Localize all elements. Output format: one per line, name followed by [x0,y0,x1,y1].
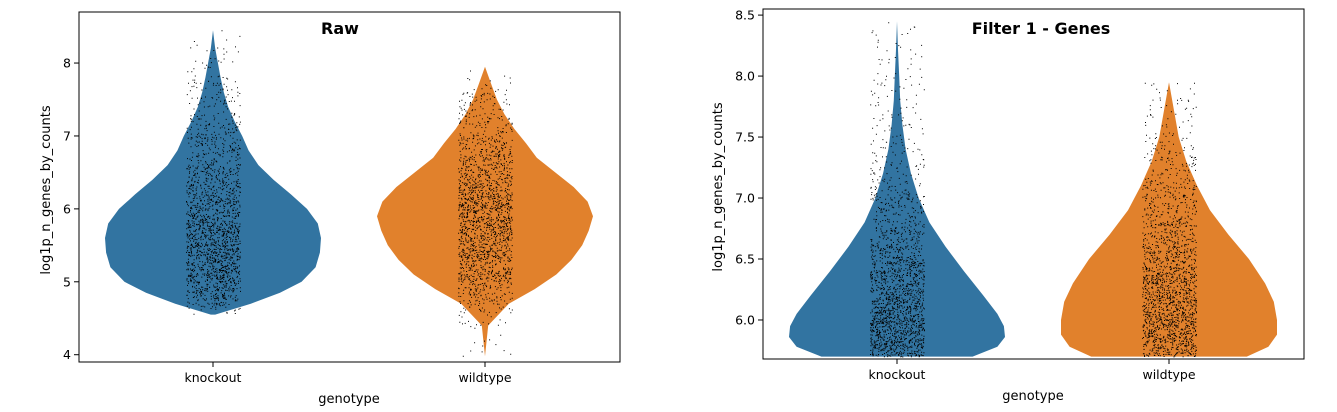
y-tick-label: 7.0 [735,191,755,206]
violins-group [105,30,593,357]
jitter-points-knockout [186,30,241,315]
chart-title: Filter 1 - Genes [972,19,1111,38]
y-tick-label: 7 [63,128,71,143]
jitter-points-knockout [870,22,925,358]
plot-frame [78,11,621,363]
y-axis-label: log1p_n_genes_by_counts [39,105,54,274]
filter-genes-violin-panel: 6.0 6.5 7.0 7.5 8.0 8.5 knockout wildtype Filt… [711,8,1305,404]
x-axis-label: genotype [1002,389,1063,404]
y-tick-label: 6.5 [735,252,755,267]
y-ticks: 4 5 6 7 8 [63,56,79,362]
x-tick-label-wildtype: wildtype [458,370,511,385]
x-ticks: knockout wildtype [869,359,1196,382]
violins-group [789,21,1277,357]
violin-knockout [105,30,321,315]
y-tick-label: 8 [63,56,71,71]
jitter-points-group [186,30,513,357]
y-tick-label: 5 [63,274,71,289]
chart-title: Raw [321,19,359,38]
y-tick-label: 6 [63,201,71,216]
plot-frame [762,8,1305,360]
y-tick-label: 6.0 [735,312,755,327]
x-tick-label-knockout: knockout [869,367,926,382]
x-tick-label-wildtype: wildtype [1142,367,1195,382]
y-tick-label: 8.5 [735,8,755,23]
x-tick-label-knockout: knockout [185,370,242,385]
raw-violin-panel: 4 5 6 7 8 knockout wildtype Raw genotype log1… [39,11,621,407]
violin-knockout [789,21,1005,357]
violin-wildtype [1061,82,1277,357]
y-tick-label: 4 [63,347,71,362]
y-ticks: 6.0 6.5 7.0 7.5 8.0 8.5 [735,8,763,327]
x-ticks: knockout wildtype [185,362,512,385]
violin-wildtype [377,66,593,357]
y-tick-label: 8.0 [735,69,755,84]
x-axis-label: genotype [318,392,379,407]
y-tick-label: 7.5 [735,130,755,145]
jitter-points-wildtype [458,70,513,357]
jitter-points-group [870,22,1197,358]
y-axis-label: log1p_n_genes_by_counts [711,102,726,271]
